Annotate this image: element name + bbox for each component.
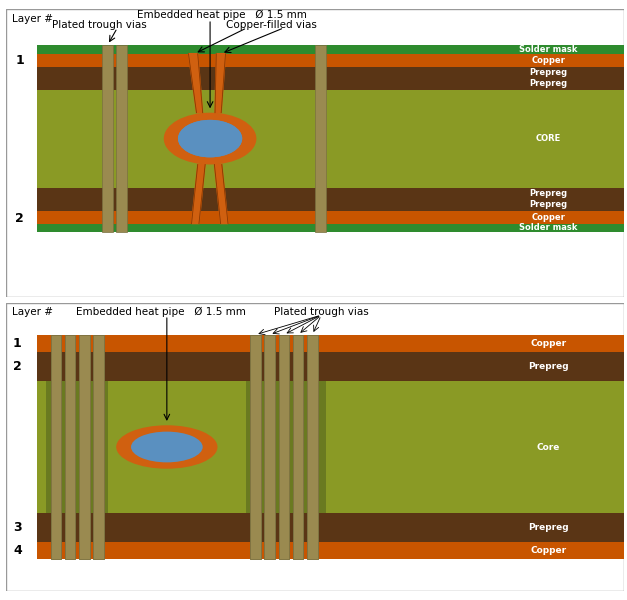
Text: 2: 2 [16,212,24,225]
Bar [293,335,303,559]
Bar [473,45,624,53]
Bar [37,45,68,53]
Ellipse shape [116,425,218,469]
Text: Layer #: Layer # [13,307,53,317]
Polygon shape [189,53,203,113]
Bar [79,335,90,559]
Bar [473,211,624,224]
Bar [278,335,289,559]
Text: Copper: Copper [531,212,565,221]
Bar [473,67,624,78]
Text: 1: 1 [16,54,24,67]
Bar [473,78,624,89]
Bar [473,45,624,232]
Text: Core: Core [537,443,560,451]
Bar [307,335,317,559]
Bar [473,381,624,513]
Bar [46,381,108,513]
Bar [265,335,275,559]
Bar [37,211,473,224]
Bar [37,78,473,89]
Bar [473,513,624,542]
Text: Prepreg: Prepreg [529,68,567,77]
Ellipse shape [178,120,242,157]
Bar [250,335,261,559]
Bar [37,542,473,559]
Text: Copper: Copper [530,546,566,555]
Bar [473,542,624,559]
Ellipse shape [131,431,203,463]
Bar [37,89,473,188]
Bar [293,335,303,559]
Text: Prepreg: Prepreg [529,79,567,88]
Bar [37,224,68,232]
Bar [37,513,473,542]
Bar [37,352,473,381]
Bar [473,89,624,188]
Bar [93,335,104,559]
Text: 2: 2 [13,360,22,373]
Bar [473,224,624,232]
Bar [473,335,624,352]
Bar [473,352,624,381]
Text: 3: 3 [13,521,22,534]
Text: CORE: CORE [535,134,561,143]
Bar [65,335,75,559]
Bar [37,67,473,78]
Text: Copper: Copper [531,56,565,65]
Bar [278,335,289,559]
Text: Copper-filled vias: Copper-filled vias [226,20,317,30]
Bar [51,335,61,559]
Text: Prepreg: Prepreg [529,189,567,198]
Bar [116,45,127,232]
Bar [307,335,317,559]
Text: Prepreg: Prepreg [528,523,569,532]
Text: Plated trough vias: Plated trough vias [274,307,369,317]
Text: Prepreg: Prepreg [528,362,569,371]
Bar [37,335,473,352]
Bar [37,45,473,53]
Bar [250,335,261,559]
Bar [37,188,473,199]
Text: Layer #: Layer # [13,14,53,24]
Text: Solder mask: Solder mask [519,223,577,232]
Text: Solder mask: Solder mask [519,45,577,54]
Bar [315,45,326,232]
Bar [37,53,473,67]
Text: Prepreg: Prepreg [529,200,567,209]
Bar [65,335,75,559]
Text: Embedded heat pipe   Ø 1.5 mm: Embedded heat pipe Ø 1.5 mm [76,307,246,317]
Bar [473,199,624,211]
Polygon shape [215,53,226,113]
Bar [37,381,473,513]
Bar [79,335,90,559]
Text: Plated trough vias: Plated trough vias [51,20,146,30]
Bar [265,335,275,559]
Polygon shape [192,164,205,224]
Text: Embedded heat pipe   Ø 1.5 mm: Embedded heat pipe Ø 1.5 mm [137,10,307,20]
Ellipse shape [178,120,242,157]
Text: Copper: Copper [530,339,566,348]
Bar [37,199,473,211]
Bar [37,224,473,232]
Text: 1: 1 [13,337,22,350]
Bar [473,188,624,199]
Ellipse shape [164,113,256,164]
Bar [102,45,113,232]
Bar [473,53,624,67]
Bar [93,335,104,559]
Text: 4: 4 [13,544,22,557]
Bar [473,335,624,559]
Bar [51,335,61,559]
Bar [246,381,326,513]
Polygon shape [214,164,228,224]
